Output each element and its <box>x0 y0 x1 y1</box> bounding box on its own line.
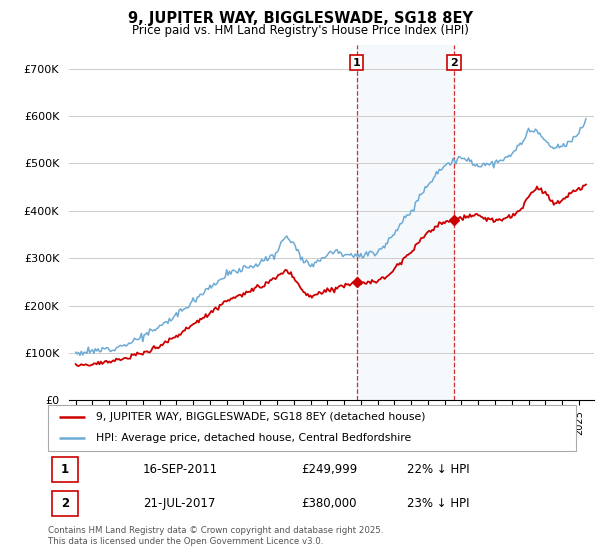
Text: £249,999: £249,999 <box>301 463 358 476</box>
Text: HPI: Average price, detached house, Central Bedfordshire: HPI: Average price, detached house, Cent… <box>95 433 411 444</box>
Text: 2: 2 <box>450 58 458 68</box>
Text: 1: 1 <box>61 463 69 476</box>
Text: 1: 1 <box>353 58 361 68</box>
Text: 9, JUPITER WAY, BIGGLESWADE, SG18 8EY (detached house): 9, JUPITER WAY, BIGGLESWADE, SG18 8EY (d… <box>95 412 425 422</box>
Bar <box>52 491 77 516</box>
Text: Price paid vs. HM Land Registry's House Price Index (HPI): Price paid vs. HM Land Registry's House … <box>131 24 469 36</box>
Text: 16-SEP-2011: 16-SEP-2011 <box>143 463 218 476</box>
Bar <box>52 457 77 482</box>
Bar <box>356 45 454 400</box>
Text: 23% ↓ HPI: 23% ↓ HPI <box>407 497 470 510</box>
Text: £380,000: £380,000 <box>301 497 357 510</box>
Text: 2: 2 <box>61 497 69 510</box>
Text: 21-JUL-2017: 21-JUL-2017 <box>143 497 215 510</box>
Text: Contains HM Land Registry data © Crown copyright and database right 2025.
This d: Contains HM Land Registry data © Crown c… <box>48 526 383 546</box>
Text: 22% ↓ HPI: 22% ↓ HPI <box>407 463 470 476</box>
Text: 9, JUPITER WAY, BIGGLESWADE, SG18 8EY: 9, JUPITER WAY, BIGGLESWADE, SG18 8EY <box>128 11 473 26</box>
